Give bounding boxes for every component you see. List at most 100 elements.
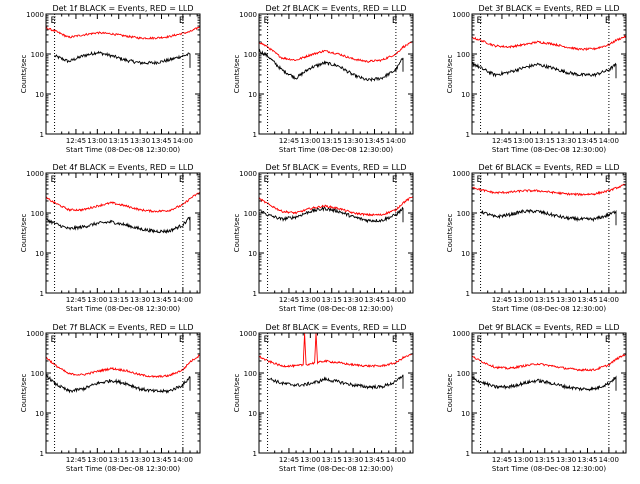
- y-tick-label: 100: [457, 51, 470, 59]
- x-tick-label: 13:00: [300, 296, 320, 304]
- x-axis-label: Start Time (08-Dec-08 12:30:00): [492, 146, 606, 154]
- x-tick-label: 12:45: [279, 456, 299, 464]
- y-tick-label: 10: [248, 250, 257, 258]
- x-tick-label: 13:45: [151, 296, 171, 304]
- y-axis-label: Counts/sec: [446, 214, 454, 253]
- event-marker-label: E: [51, 335, 57, 345]
- x-tick-label: 13:45: [577, 296, 597, 304]
- series-line-lld: [46, 354, 200, 379]
- x-tick-label: 14:00: [173, 456, 193, 464]
- x-tick-label: 12:45: [492, 296, 512, 304]
- y-tick-label: 10: [35, 410, 44, 418]
- panel-title: Det 5f BLACK = Events, RED = LLD: [265, 163, 406, 172]
- series-line-lld: [46, 191, 200, 214]
- event-marker-label: E: [179, 335, 185, 345]
- y-tick-label: 100: [31, 210, 44, 218]
- x-tick-label: 13:00: [513, 456, 533, 464]
- x-tick-label: 13:45: [364, 456, 384, 464]
- x-tick-label: 13:30: [343, 137, 363, 145]
- event-marker-label: E: [477, 335, 483, 345]
- x-tick-label: 13:15: [535, 456, 555, 464]
- panel-det-9: Det 9f BLACK = Events, RED = LLD E E 1 10 100…: [446, 323, 627, 473]
- y-tick-label: 10: [461, 410, 470, 418]
- y-tick-label: 100: [244, 210, 257, 218]
- x-tick-label: 13:30: [556, 456, 576, 464]
- panel-det-1: Det 1f BLACK = Events, RED = LLD E E 1 10 100…: [20, 4, 201, 154]
- series-line-lld: [259, 41, 413, 63]
- plot-frame: [471, 332, 627, 454]
- y-tick-label: 100: [244, 370, 257, 378]
- x-tick-label: 13:00: [300, 456, 320, 464]
- x-axis-label: Start Time (08-Dec-08 12:30:00): [279, 305, 393, 313]
- series-line-events: [54, 50, 191, 68]
- series-line-events: [472, 61, 617, 79]
- x-axis-label: Start Time (08-Dec-08 12:30:00): [492, 305, 606, 313]
- y-tick-label: 100: [31, 51, 44, 59]
- x-tick-label: 13:00: [513, 137, 533, 145]
- panel-title: Det 6f BLACK = Events, RED = LLD: [478, 163, 619, 172]
- x-tick-label: 14:00: [173, 137, 193, 145]
- y-axis-label: Counts/sec: [20, 374, 28, 413]
- plot-frame: [258, 172, 414, 294]
- event-marker-label: E: [392, 175, 398, 185]
- event-marker-label: E: [605, 16, 611, 26]
- event-marker-label: E: [392, 16, 398, 26]
- y-tick-label: 100: [244, 51, 257, 59]
- series-line-events: [46, 373, 191, 394]
- x-axis-label: Start Time (08-Dec-08 12:30:00): [279, 465, 393, 473]
- panel-det-5: Det 5f BLACK = Events, RED = LLD E E 1 10 100…: [233, 163, 414, 313]
- y-axis-label: Counts/sec: [233, 374, 241, 413]
- x-tick-label: 13:15: [109, 296, 129, 304]
- series-line-events: [472, 375, 617, 392]
- event-marker-label: E: [51, 16, 57, 26]
- x-tick-label: 13:30: [130, 456, 150, 464]
- series-line-lld: [46, 26, 200, 41]
- x-axis-label: Start Time (08-Dec-08 12:30:00): [279, 146, 393, 154]
- series-line-lld: [259, 196, 413, 217]
- plot-frame: [471, 13, 627, 135]
- series-line-events: [259, 48, 404, 82]
- panel-title: Det 3f BLACK = Events, RED = LLD: [478, 4, 619, 13]
- series-line-lld: [472, 34, 626, 52]
- panel-det-7: Det 7f BLACK = Events, RED = LLD E E 1 10 100…: [20, 323, 201, 473]
- x-tick-label: 13:45: [364, 296, 384, 304]
- x-tick-label: 12:45: [492, 456, 512, 464]
- x-tick-label: 13:30: [556, 137, 576, 145]
- x-tick-label: 14:00: [599, 296, 619, 304]
- event-marker-label: E: [264, 175, 270, 185]
- x-axis-label: Start Time (08-Dec-08 12:30:00): [66, 146, 180, 154]
- y-axis-label: Counts/sec: [446, 55, 454, 94]
- x-tick-label: 13:15: [322, 456, 342, 464]
- event-marker-label: E: [179, 175, 185, 185]
- x-tick-label: 13:00: [87, 456, 107, 464]
- panel-det-2: Det 2f BLACK = Events, RED = LLD E E 1 10 100…: [233, 4, 414, 154]
- plot-frame: [45, 172, 201, 294]
- x-tick-label: 12:45: [492, 137, 512, 145]
- x-tick-label: 12:45: [66, 296, 86, 304]
- panel-title: Det 8f BLACK = Events, RED = LLD: [265, 323, 406, 332]
- x-tick-label: 13:30: [343, 456, 363, 464]
- event-marker-label: E: [605, 335, 611, 345]
- x-axis-label: Start Time (08-Dec-08 12:30:00): [66, 305, 180, 313]
- series-line-lld: [472, 183, 626, 197]
- y-tick-label: 1: [253, 450, 257, 458]
- panel-title: Det 7f BLACK = Events, RED = LLD: [52, 323, 193, 332]
- y-tick-label: 10: [461, 91, 470, 99]
- x-tick-label: 12:45: [66, 456, 86, 464]
- x-tick-label: 12:45: [66, 137, 86, 145]
- panel-det-6: Det 6f BLACK = Events, RED = LLD E E 1 10 100…: [446, 163, 627, 313]
- y-axis-label: Counts/sec: [233, 55, 241, 94]
- x-tick-label: 14:00: [386, 456, 406, 464]
- series-line-events: [480, 209, 617, 226]
- x-tick-label: 13:00: [87, 296, 107, 304]
- y-tick-label: 1000: [26, 11, 44, 19]
- x-tick-label: 13:00: [300, 137, 320, 145]
- x-tick-label: 13:45: [151, 456, 171, 464]
- x-tick-label: 13:15: [322, 296, 342, 304]
- x-tick-label: 13:45: [151, 137, 171, 145]
- y-tick-label: 10: [248, 91, 257, 99]
- x-tick-label: 13:00: [87, 137, 107, 145]
- y-tick-label: 1: [466, 131, 470, 139]
- y-tick-label: 100: [457, 210, 470, 218]
- x-tick-label: 13:30: [130, 296, 150, 304]
